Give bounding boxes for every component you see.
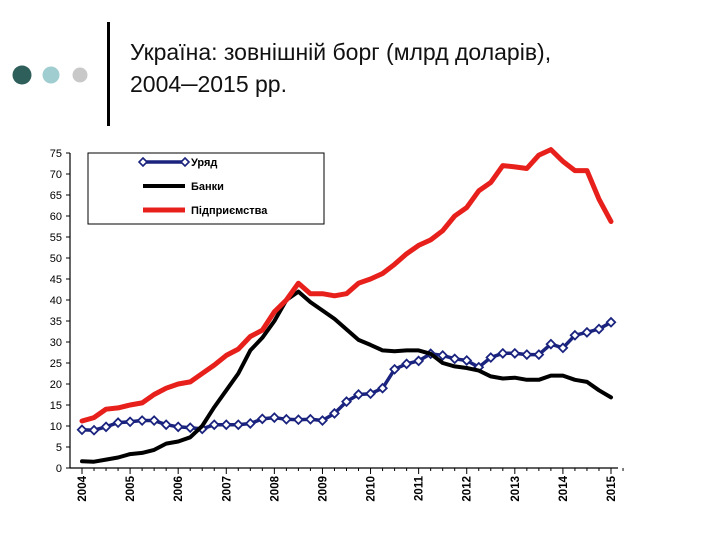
series-point-0 xyxy=(449,353,461,365)
series-line-1 xyxy=(80,289,613,464)
series-point-0 xyxy=(256,413,268,425)
series-point-0 xyxy=(569,329,581,341)
y-tick-label: 10 xyxy=(50,421,62,433)
y-tick-label: 55 xyxy=(50,232,62,244)
y-tick-label: 70 xyxy=(50,169,62,181)
series-point-0 xyxy=(124,416,136,428)
series-point-0 xyxy=(148,415,160,427)
series-point-0 xyxy=(497,347,509,359)
slide-title-line-1: Україна: зовнішній борг (млрд доларів), xyxy=(130,39,552,65)
dot-dark xyxy=(12,65,32,85)
y-tick-label: 50 xyxy=(50,253,62,265)
x-tick-label: 2014 xyxy=(558,475,570,501)
series-point-0 xyxy=(461,355,473,366)
series-point-0 xyxy=(593,323,605,335)
series-point-0 xyxy=(88,424,100,436)
y-tick-label: 40 xyxy=(50,295,62,307)
series-point-0 xyxy=(533,349,545,361)
series-line-2 xyxy=(79,147,614,424)
series-point-0 xyxy=(304,413,316,425)
y-tick-label: 15 xyxy=(50,400,62,412)
series-point-0 xyxy=(377,382,389,394)
series-point-0 xyxy=(521,349,533,361)
slide-title-line-2: 2004─2015 рр. xyxy=(130,71,287,97)
x-tick-label: 2015 xyxy=(606,475,618,501)
series-point-0 xyxy=(280,413,292,425)
x-tick-label: 2011 xyxy=(414,475,426,501)
series-point-0 xyxy=(389,363,401,375)
series-point-0 xyxy=(268,412,280,424)
x-tick-label: 2009 xyxy=(317,476,329,502)
y-tick-label: 5 xyxy=(56,442,62,454)
series-point-0 xyxy=(208,419,220,431)
series-point-0 xyxy=(545,338,557,350)
y-tick-label: 35 xyxy=(50,316,62,328)
legend-label-0: Уряд xyxy=(191,157,217,169)
y-tick-label: 25 xyxy=(50,358,62,370)
series-point-0 xyxy=(172,421,184,433)
legend-label-2: Підприємства xyxy=(191,205,268,217)
series-point-0 xyxy=(413,355,425,367)
series-line-0 xyxy=(80,320,613,432)
series-point-0 xyxy=(605,316,617,328)
series-point-0 xyxy=(232,419,244,431)
series-point-0 xyxy=(160,419,172,431)
series-point-0 xyxy=(136,415,148,427)
series-point-0 xyxy=(581,326,593,338)
legend-marker-0 xyxy=(137,156,149,168)
series-point-0 xyxy=(509,347,521,359)
series-point-0 xyxy=(76,424,88,436)
x-tick-label: 2010 xyxy=(366,476,378,502)
x-tick-label: 2013 xyxy=(510,476,522,502)
series-point-0 xyxy=(292,414,304,426)
y-tick-label: 65 xyxy=(50,190,62,202)
series-point-0 xyxy=(329,407,340,419)
y-tick-label: 20 xyxy=(50,379,62,391)
series-point-0 xyxy=(220,419,232,431)
series-point-0 xyxy=(244,418,256,429)
y-tick-label: 30 xyxy=(50,337,62,349)
series-point-0 xyxy=(353,389,364,400)
dot-teal xyxy=(42,66,60,84)
series-point-0 xyxy=(401,358,413,370)
slide-title: Україна: зовнішній борг (млрд доларів), … xyxy=(130,36,551,100)
series-point-0 xyxy=(100,421,112,433)
dot-grey xyxy=(72,67,88,83)
series-point-0 xyxy=(184,422,196,434)
x-tick-label: 2006 xyxy=(173,476,185,502)
legend-label-1: Банки xyxy=(191,181,224,193)
y-tick-label: 75 xyxy=(50,148,62,160)
series-point-0 xyxy=(437,349,449,361)
y-tick-label: 0 xyxy=(56,463,62,475)
vertical-divider xyxy=(107,22,110,126)
x-tick-label: 2005 xyxy=(125,475,137,501)
x-tick-label: 2012 xyxy=(462,476,474,502)
y-tick-label: 60 xyxy=(50,211,62,223)
series-point-0 xyxy=(365,388,377,400)
legend-box xyxy=(87,152,325,225)
series-point-0 xyxy=(112,417,124,429)
x-tick-label: 2004 xyxy=(77,475,89,501)
x-tick-label: 2008 xyxy=(269,475,281,501)
series-point-0 xyxy=(316,415,328,427)
series-point-0 xyxy=(341,396,352,408)
series-point-0 xyxy=(485,352,497,364)
decorative-dots xyxy=(12,65,88,85)
x-tick-label: 2007 xyxy=(221,476,233,502)
y-tick-label: 45 xyxy=(50,274,62,286)
series-point-0 xyxy=(557,342,569,354)
legend-marker-0 xyxy=(179,156,191,168)
